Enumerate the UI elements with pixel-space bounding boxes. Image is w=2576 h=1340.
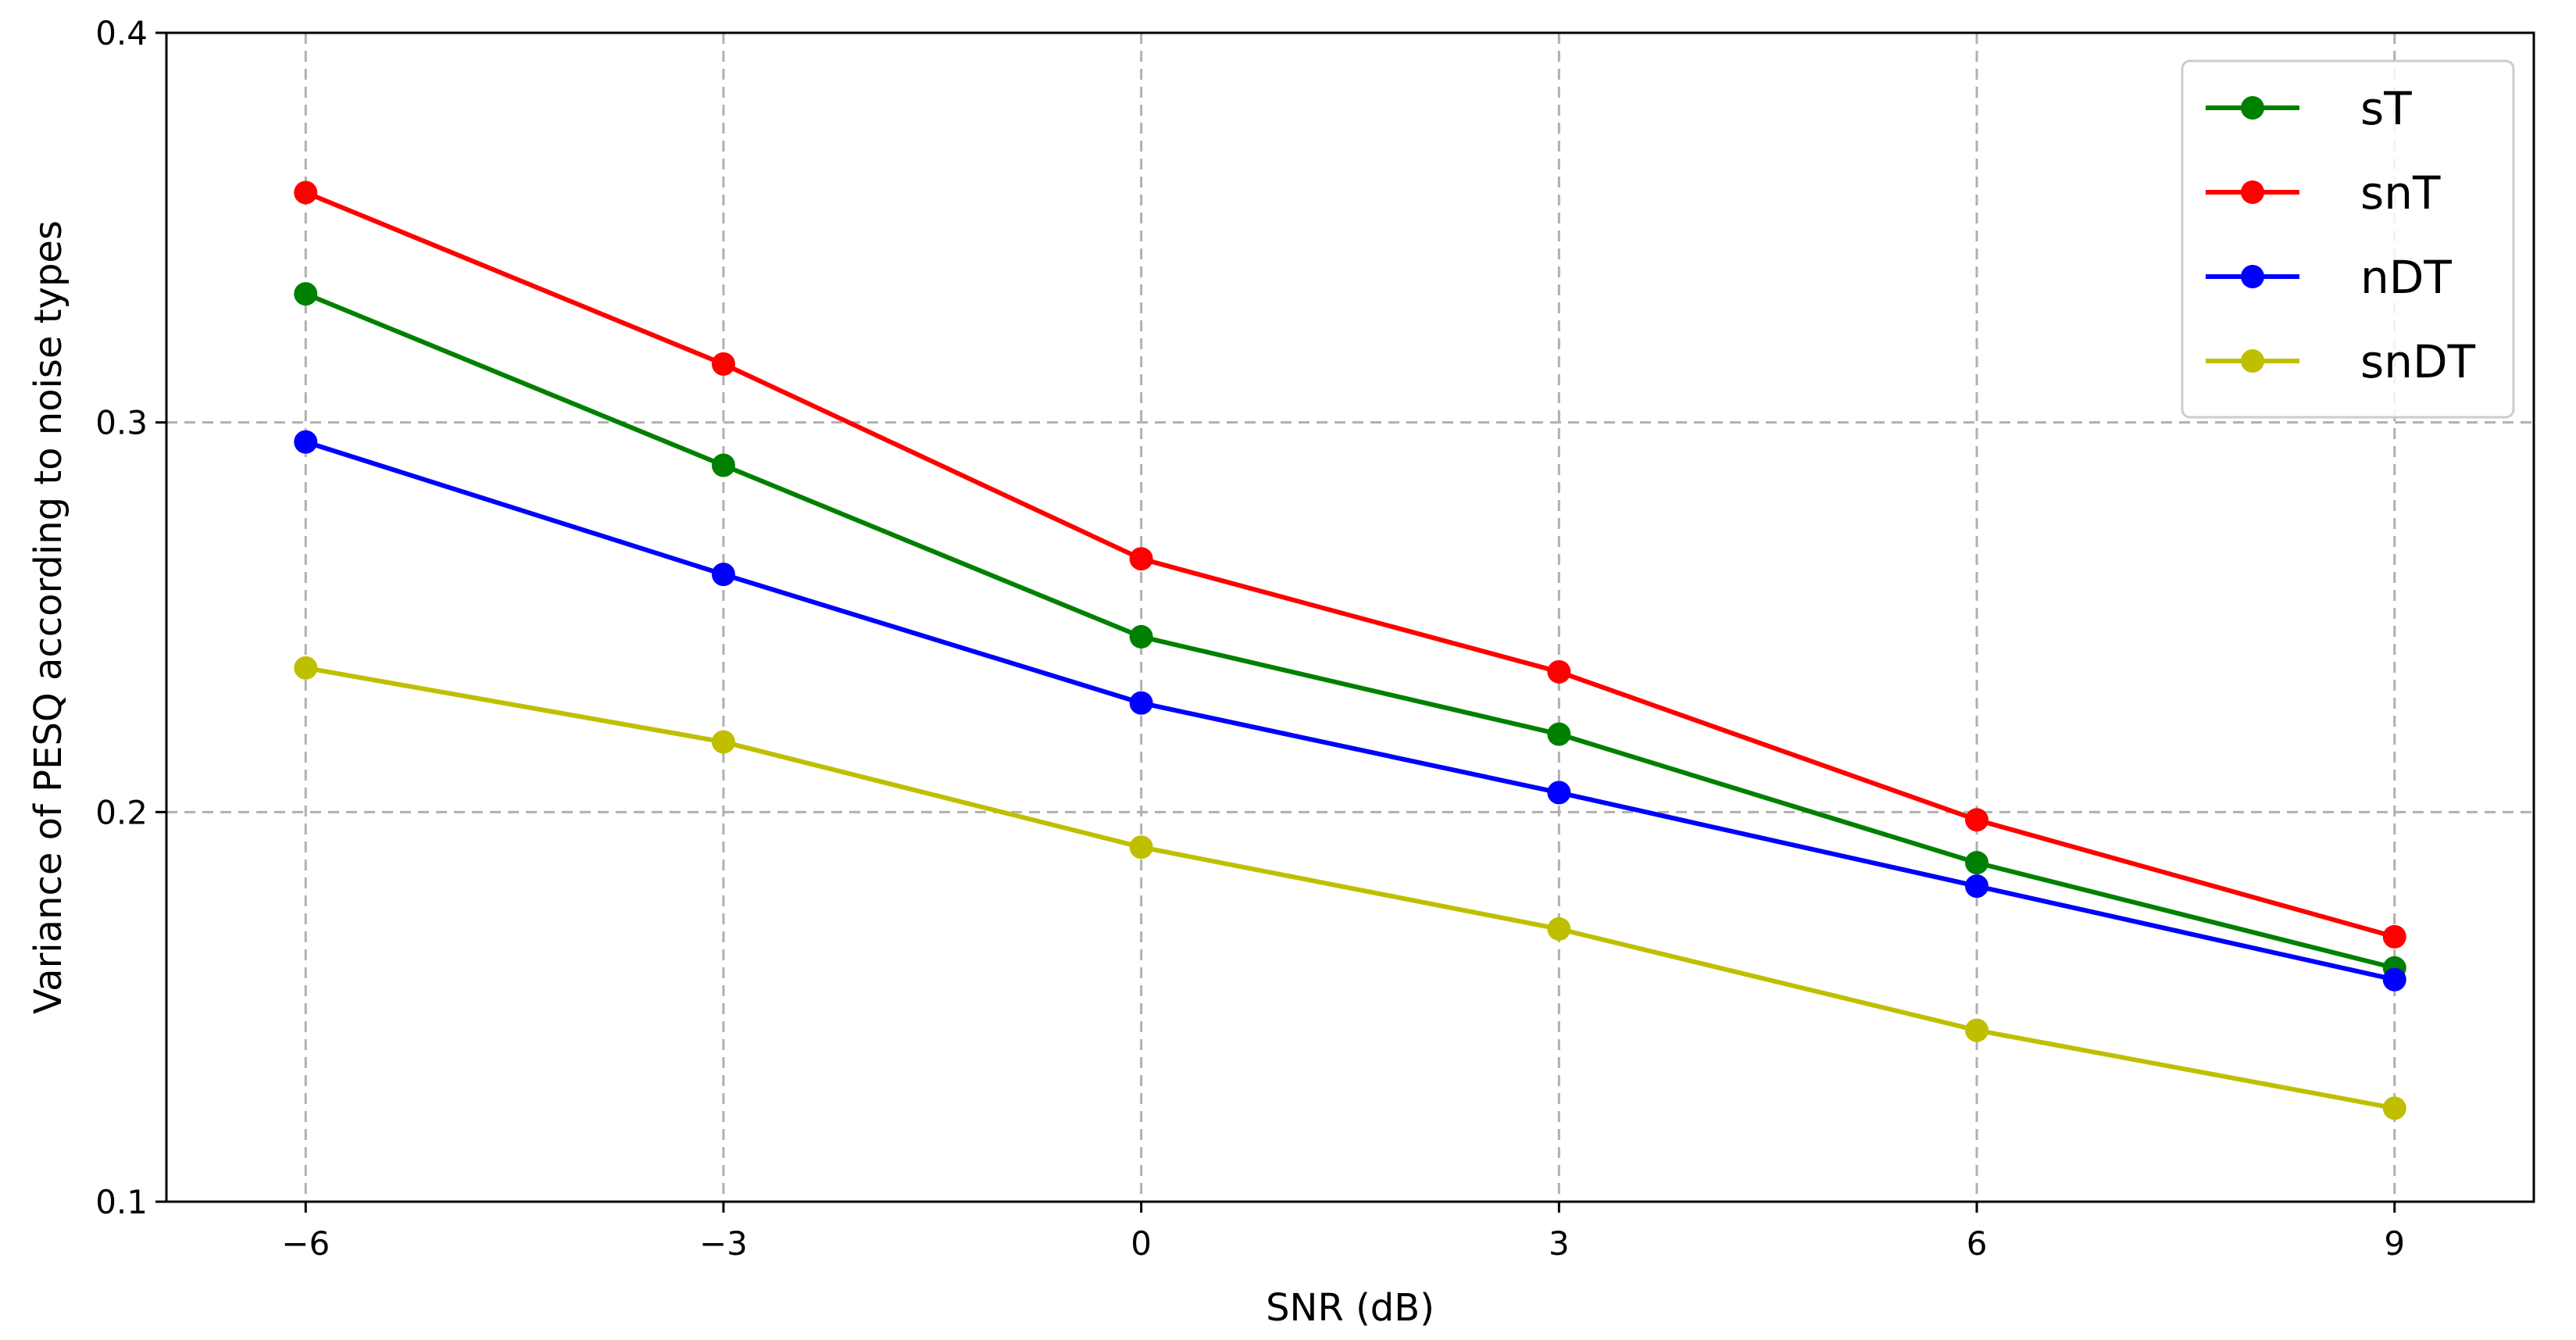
x-tick-label: 6 bbox=[1967, 1224, 1988, 1263]
y-tick-label: 0.1 bbox=[95, 1183, 148, 1221]
data-point-snT bbox=[1547, 659, 1571, 684]
series-sT bbox=[294, 282, 2406, 980]
x-tick-label: 3 bbox=[1549, 1224, 1570, 1263]
legend-marker-sT bbox=[2241, 96, 2264, 120]
series-line-snT bbox=[305, 190, 2396, 939]
legend-box bbox=[2181, 59, 2515, 419]
data-point-snT bbox=[1129, 547, 1153, 571]
data-point-nDT bbox=[1547, 781, 1571, 805]
data-point-nDT bbox=[2382, 967, 2406, 992]
data-point-snDT bbox=[1547, 917, 1571, 941]
y-axis-title: Variance of PESQ according to noise type… bbox=[27, 220, 70, 1014]
data-point-nDT bbox=[711, 563, 735, 587]
series-layer bbox=[294, 180, 2406, 1120]
data-point-snT bbox=[294, 180, 318, 205]
data-point-snDT bbox=[1129, 835, 1153, 859]
legend-marker-snDT bbox=[2241, 349, 2264, 373]
data-point-snDT bbox=[1965, 1018, 1989, 1042]
series-snT bbox=[294, 180, 2406, 949]
data-point-snDT bbox=[294, 656, 318, 680]
y-tick-label: 0.3 bbox=[95, 404, 148, 442]
series-line-sT bbox=[305, 291, 2396, 970]
legend-label-snDT: snDT bbox=[2360, 335, 2476, 388]
data-point-nDT bbox=[294, 430, 318, 454]
grid bbox=[166, 33, 2534, 1202]
data-point-sT bbox=[711, 453, 735, 477]
data-point-sT bbox=[294, 282, 318, 306]
y-tick-label: 0.4 bbox=[95, 14, 148, 52]
data-point-nDT bbox=[1129, 691, 1153, 715]
axis-ticks: −6 −3 0 3 6 9 0.1 0.2 0.3 0.4 bbox=[95, 14, 2405, 1263]
legend: sT snT nDT snDT bbox=[2181, 59, 2515, 419]
y-tick-label: 0.2 bbox=[95, 793, 148, 831]
x-tick-label: 9 bbox=[2384, 1224, 2405, 1263]
data-point-snT bbox=[711, 352, 735, 376]
legend-label-snT: snT bbox=[2360, 166, 2441, 220]
legend-marker-nDT bbox=[2241, 265, 2264, 288]
legend-label-nDT: nDT bbox=[2360, 251, 2452, 304]
legend-label-sT: sT bbox=[2360, 82, 2412, 135]
plot-frame bbox=[165, 31, 2535, 1203]
data-point-snT bbox=[1965, 808, 1989, 832]
data-point-snT bbox=[2382, 924, 2406, 949]
legend-marker-snT bbox=[2241, 180, 2264, 204]
data-point-nDT bbox=[1965, 874, 1989, 899]
data-point-sT bbox=[1129, 624, 1153, 649]
data-point-snDT bbox=[711, 730, 735, 754]
series-line-snDT bbox=[305, 665, 2396, 1111]
data-point-sT bbox=[1547, 722, 1571, 746]
series-snDT bbox=[294, 656, 2406, 1120]
x-tick-label: −6 bbox=[281, 1224, 330, 1263]
x-axis-title: SNR (dB) bbox=[1266, 1286, 1434, 1330]
x-tick-label: −3 bbox=[699, 1224, 748, 1263]
series-nDT bbox=[294, 430, 2406, 992]
x-tick-label: 0 bbox=[1131, 1224, 1152, 1263]
data-point-snDT bbox=[2382, 1096, 2406, 1120]
series-line-nDT bbox=[305, 439, 2396, 982]
data-point-sT bbox=[1965, 851, 1989, 875]
